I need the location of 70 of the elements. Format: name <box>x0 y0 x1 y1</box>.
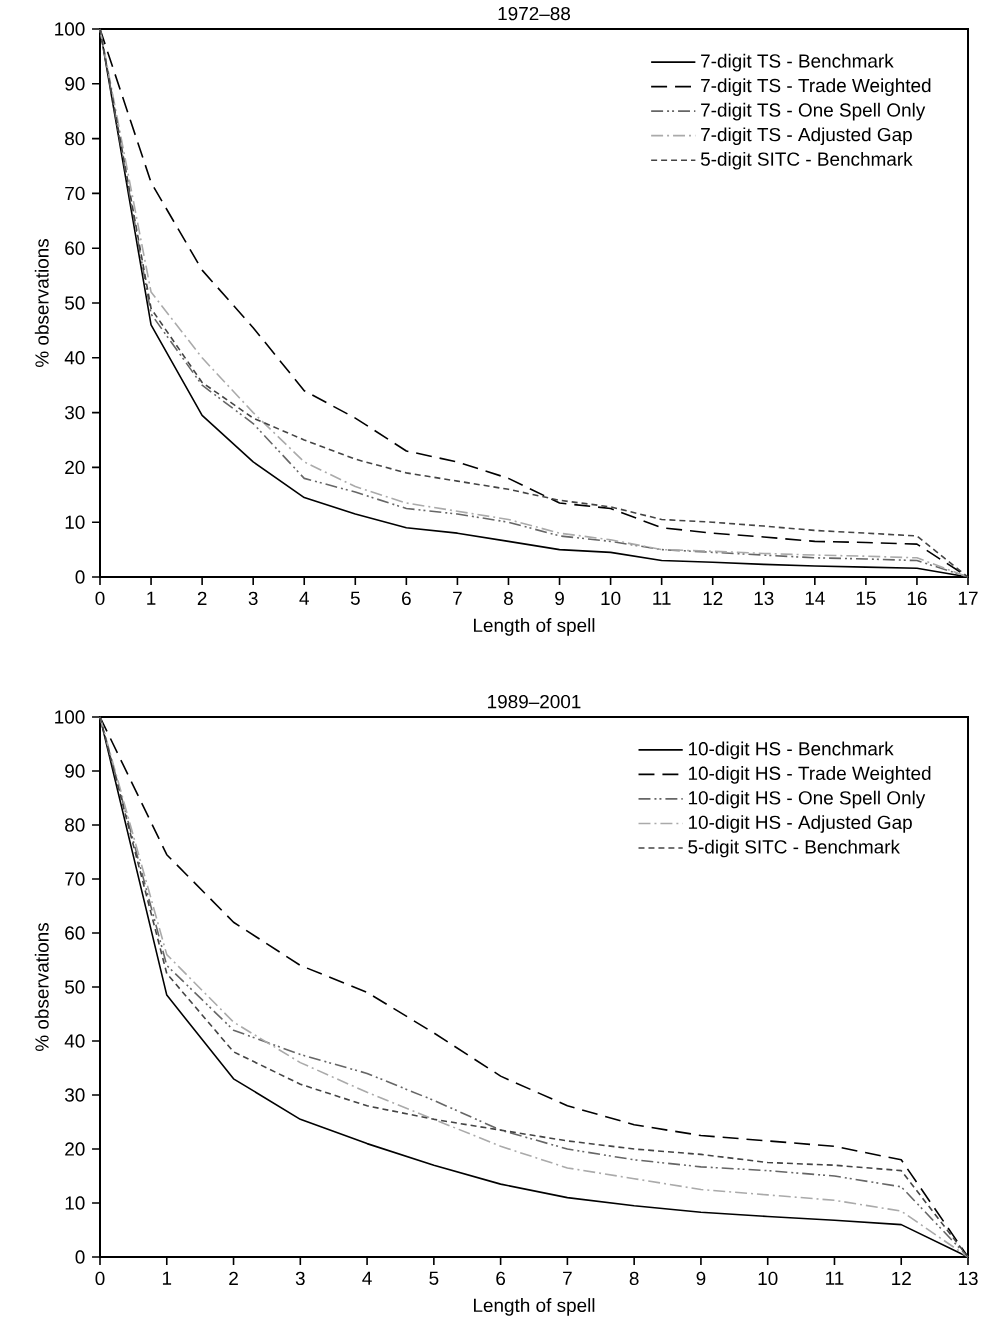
x-tick-label: 11 <box>826 1271 844 1285</box>
x-tick-label: 16 <box>907 591 927 606</box>
y-tick-label: 80 <box>65 131 85 146</box>
x-tick-label: 1 <box>162 1271 172 1285</box>
x-tick-label: 8 <box>629 1271 639 1286</box>
y-tick-label: 40 <box>64 351 85 365</box>
y-tick-label: 70 <box>65 186 85 201</box>
legend-label: 10-digit HS - Adjusted Gap <box>688 815 912 833</box>
x-tick-label: 10 <box>601 591 621 606</box>
x-tick-label: 12 <box>892 1271 911 1285</box>
x-tick-label: 15 <box>856 591 876 605</box>
y-tick-label: 30 <box>64 405 85 420</box>
y-tick-label: 0 <box>75 570 85 584</box>
x-tick-label: 17 <box>958 591 978 605</box>
legend-label: 7-digit TS - Benchmark <box>701 53 894 72</box>
legend-label: 7-digit TS - One Spell Only <box>701 102 926 121</box>
y-tick-label: 80 <box>65 818 85 832</box>
y-tick-label: 10 <box>65 515 85 529</box>
y-tick-label: 30 <box>64 1088 85 1102</box>
chart-title: 1972–88 <box>498 6 571 21</box>
x-tick-label: 9 <box>555 591 564 606</box>
x-axis-title: Length of spell <box>474 618 595 636</box>
x-tick-label: 11 <box>653 591 671 605</box>
y-tick-label: 90 <box>65 77 85 91</box>
x-tick-label: 6 <box>402 591 411 606</box>
x-tick-label: 6 <box>496 1271 506 1286</box>
y-tick-label: 20 <box>65 460 85 475</box>
x-tick-label: 7 <box>563 1271 572 1285</box>
y-tick-label: 70 <box>65 872 85 886</box>
x-tick-label: 5 <box>429 1271 439 1285</box>
x-tick-label: 10 <box>758 1271 778 1286</box>
x-tick-label: 0 <box>95 1271 105 1286</box>
x-axis-title: Length of spell <box>474 1298 595 1316</box>
x-tick-label: 1 <box>147 591 156 605</box>
y-tick-label: 60 <box>65 241 85 255</box>
chart-title: 1989–2001 <box>488 694 581 709</box>
legend-label: 7-digit TS - Adjusted Gap <box>701 127 912 146</box>
x-tick-label: 9 <box>696 1271 706 1286</box>
y-axis-title: % observations <box>34 239 49 368</box>
y-tick-label: 20 <box>65 1142 85 1156</box>
x-tick-label: 4 <box>299 591 309 605</box>
x-tick-label: 4 <box>362 1271 372 1285</box>
y-tick-label: 100 <box>55 22 85 36</box>
x-tick-label: 13 <box>754 591 774 606</box>
y-tick-label: 60 <box>65 926 85 940</box>
x-tick-label: 3 <box>295 1271 305 1286</box>
y-tick-label: 50 <box>65 296 85 310</box>
legend-label: 10-digit HS - Benchmark <box>688 741 894 760</box>
x-tick-label: 5 <box>350 591 360 605</box>
y-tick-label: 50 <box>65 980 85 994</box>
legend-label: 10-digit HS - Trade Weighted <box>688 766 931 784</box>
x-tick-label: 2 <box>229 1271 238 1285</box>
legend-label: 5-digit SITC - Benchmark <box>700 151 913 170</box>
legend-label: 10-digit HS - One Spell Only <box>688 790 926 809</box>
x-tick-label: 14 <box>805 591 825 605</box>
x-tick-label: 0 <box>95 591 105 606</box>
x-tick-label: 13 <box>958 1271 978 1286</box>
legend-label: 5-digit SITC - Benchmark <box>688 839 901 858</box>
legend-label: 7-digit TS - Trade Weighted <box>701 78 931 96</box>
x-tick-label: 7 <box>453 591 462 605</box>
y-tick-label: 90 <box>65 764 85 778</box>
y-tick-label: 0 <box>75 1250 85 1264</box>
x-tick-label: 3 <box>248 591 258 606</box>
x-tick-label: 12 <box>703 591 723 605</box>
y-tick-label: 40 <box>64 1034 85 1048</box>
y-tick-label: 100 <box>55 710 85 724</box>
x-tick-label: 2 <box>197 591 207 605</box>
x-tick-label: 8 <box>504 591 513 606</box>
y-tick-label: 10 <box>65 1196 85 1210</box>
y-axis-title: % observations <box>34 923 49 1052</box>
